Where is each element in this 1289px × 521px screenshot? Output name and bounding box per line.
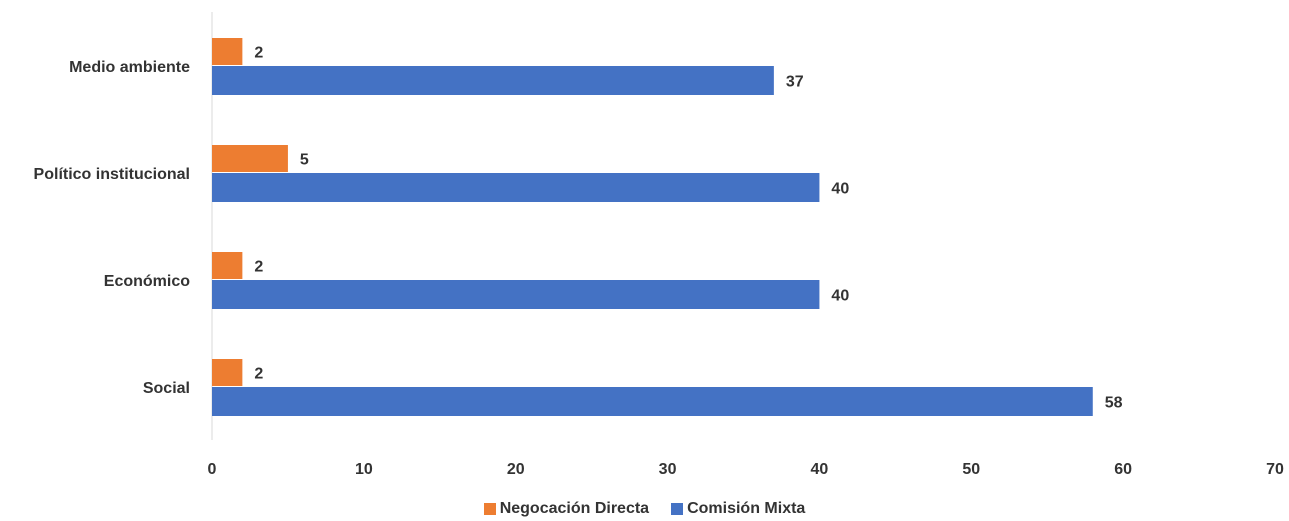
data-label-comision-mixta-social: 58 [1105,395,1123,412]
data-label-negocacion-directa-medio-ambiente: 2 [254,45,263,62]
bar-negocacion-directa-politico-institucional [212,145,288,172]
x-tick-0: 0 [208,461,217,478]
legend-item-negociacion: Negocación Directa [483,500,650,518]
category-label-social: Social [143,380,190,397]
bar-negocacion-directa-social [212,359,243,386]
data-label-negocacion-directa-social: 2 [254,366,263,383]
category-label-politico-institucional: Político institucional [34,166,190,183]
x-tick-20: 20 [507,461,525,478]
legend-item-comision: Comisión Mixta [671,500,805,518]
x-tick-60: 60 [1114,461,1132,478]
x-tick-40: 40 [811,461,829,478]
data-label-negocacion-directa-economico: 2 [254,259,263,276]
bar-chart: Medio ambiente Político institucional Econ… [34,12,1284,478]
category-labels: Medio ambiente Político institucional Econ… [34,59,191,397]
category-label-economico: Económico [104,273,190,290]
data-label-comision-mixta-politico-institucional: 40 [831,181,849,198]
legend-swatch-comision [671,503,684,515]
bar-comision-mixta-medio-ambiente [212,66,774,95]
data-label-comision-mixta-economico: 40 [831,288,849,305]
bar-comision-mixta-economico [212,280,820,309]
legend: Negocación Directa Comisión Mixta [0,498,1289,520]
bar-comision-mixta-politico-institucional [212,173,820,202]
data-labels: 2 37 5 40 2 40 2 58 [254,45,1122,412]
bar-negocacion-directa-medio-ambiente [212,38,243,65]
x-tick-50: 50 [962,461,980,478]
x-axis-ticks: 0 10 20 30 40 50 60 70 [208,461,1284,478]
data-label-negocacion-directa-politico-institucional: 5 [300,152,309,169]
category-label-medio-ambiente: Medio ambiente [69,59,190,76]
legend-label-negociacion: Negocación Directa [499,500,650,517]
bar-negocacion-directa-economico [212,252,243,279]
data-label-comision-mixta-medio-ambiente: 37 [786,74,804,91]
legend-label-comision: Comisión Mixta [687,500,806,517]
x-tick-30: 30 [659,461,677,478]
x-tick-10: 10 [355,461,373,478]
bars [212,38,1093,416]
x-tick-70: 70 [1266,461,1284,478]
legend-swatch-negociacion [483,503,496,515]
bar-comision-mixta-social [212,387,1093,416]
